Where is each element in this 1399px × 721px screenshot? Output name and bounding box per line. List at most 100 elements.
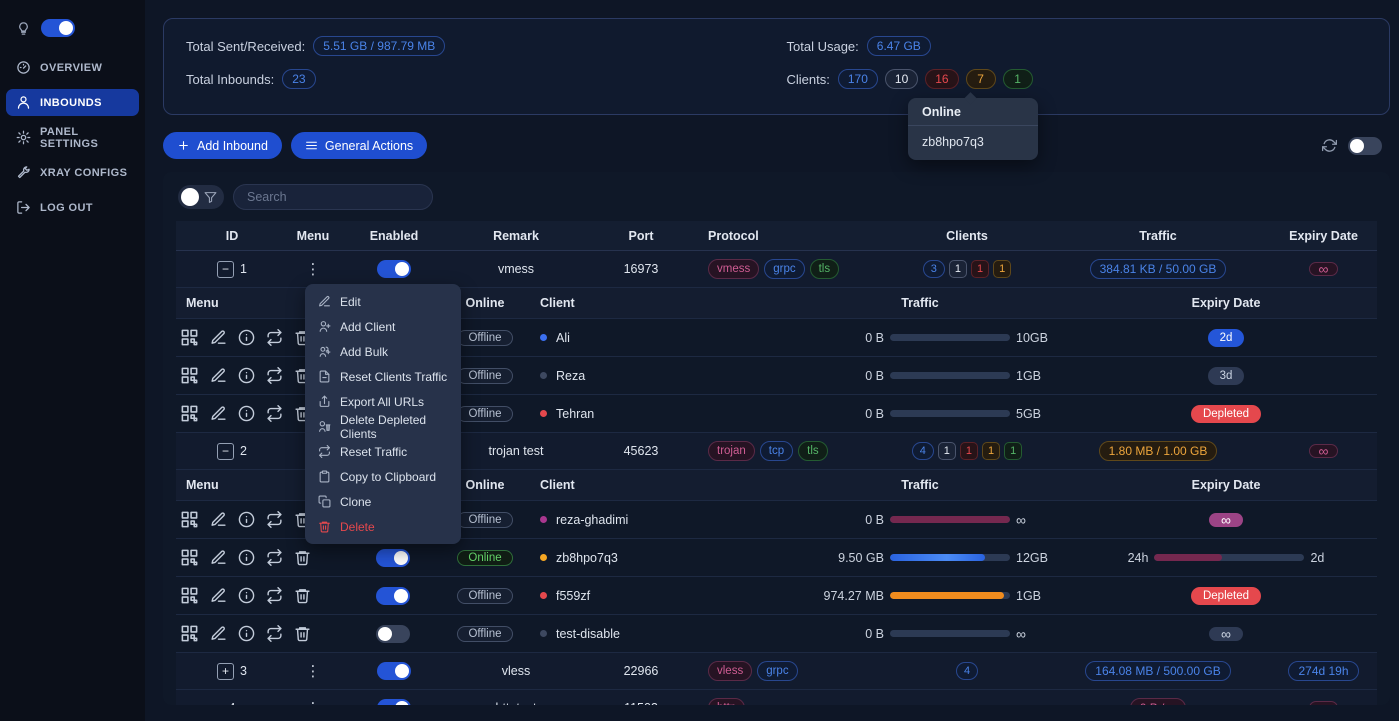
- menu-item-reset-clients-traffic[interactable]: Reset Clients Traffic: [305, 364, 461, 389]
- inbound-enabled-toggle[interactable]: [377, 260, 411, 278]
- pencil-icon[interactable]: [210, 329, 227, 346]
- search-row: [178, 184, 1377, 210]
- qr-icon[interactable]: [180, 404, 199, 423]
- info-icon[interactable]: [238, 587, 255, 604]
- qr-icon[interactable]: [180, 510, 199, 529]
- repeat-icon: [318, 445, 331, 458]
- sidebar-item-label: OVERVIEW: [40, 61, 103, 74]
- popover-title: Online: [908, 98, 1038, 126]
- client-row-reza-ghadimi: Offline reza-ghadimi 0 B ∞ ∞: [176, 501, 1377, 539]
- inbound-id: 4: [229, 701, 236, 705]
- repeat-icon[interactable]: [266, 511, 283, 528]
- theme-toggle[interactable]: [41, 19, 75, 37]
- sidebar-item-overview[interactable]: OVERVIEW: [6, 54, 139, 81]
- info-icon[interactable]: [238, 405, 255, 422]
- qr-icon[interactable]: [180, 548, 199, 567]
- client-count-badge: 1: [937, 442, 956, 460]
- repeat-icon[interactable]: [266, 329, 283, 346]
- qr-icon[interactable]: [180, 328, 199, 347]
- inbound-traffic-badge: 0 B / ∞: [1129, 698, 1187, 705]
- repeat-icon[interactable]: [266, 625, 283, 642]
- sidebar-item-panel-settings[interactable]: PANEL SETTINGS: [6, 124, 139, 151]
- pencil-icon[interactable]: [210, 587, 227, 604]
- info-icon[interactable]: [238, 625, 255, 642]
- inbound-enabled-toggle[interactable]: [377, 699, 411, 705]
- repeat-icon[interactable]: [266, 405, 283, 422]
- client-traffic: 9.50 GB 12GB: [838, 550, 1048, 565]
- inbound-id-cell: −2: [176, 442, 288, 460]
- qr-icon[interactable]: [180, 366, 199, 385]
- client-traffic: 0 B ∞: [865, 511, 1026, 528]
- client-color-dot: [540, 410, 547, 417]
- menu-item-delete[interactable]: Delete: [305, 514, 461, 539]
- client-enabled-toggle[interactable]: [375, 548, 410, 567]
- row-menu-button[interactable]: ⋮: [305, 260, 321, 278]
- auto-refresh-toggle[interactable]: [1348, 136, 1382, 155]
- pencil-icon[interactable]: [210, 367, 227, 384]
- qr-icon[interactable]: [180, 586, 199, 605]
- menu-item-clone[interactable]: Clone: [305, 489, 461, 514]
- expiry-badge: ∞: [1209, 626, 1243, 641]
- info-icon[interactable]: [238, 511, 255, 528]
- menu-item-reset-traffic[interactable]: Reset Traffic: [305, 439, 461, 464]
- client-enabled-toggle[interactable]: [375, 586, 410, 605]
- gear-icon: [16, 130, 31, 145]
- switch-knob: [395, 664, 409, 678]
- filter-toggle[interactable]: [178, 185, 224, 209]
- refresh-icon[interactable]: [1322, 138, 1337, 153]
- clients-label: Clients:: [786, 71, 830, 87]
- menu-item-add-bulk[interactable]: Add Bulk: [305, 339, 461, 364]
- pencil-icon[interactable]: [210, 511, 227, 528]
- trash-icon[interactable]: [294, 587, 311, 604]
- trash-icon: [318, 520, 331, 533]
- trash-icon[interactable]: [294, 625, 311, 642]
- menu-item-export-all-urls[interactable]: Export All URLs: [305, 389, 461, 414]
- repeat-icon[interactable]: [266, 587, 283, 604]
- repeat-icon[interactable]: [266, 549, 283, 566]
- info-icon[interactable]: [238, 329, 255, 346]
- general-actions-button[interactable]: General Actions: [290, 132, 428, 159]
- inbound-traffic-badge: 384.81 KB / 50.00 GB: [1089, 259, 1227, 279]
- switch-knob: [377, 626, 392, 641]
- funnel-icon: [204, 191, 217, 204]
- toolbar: Add Inbound General Actions: [163, 132, 1390, 159]
- row-menu-button[interactable]: ⋮: [306, 701, 321, 706]
- inbound-id-cell: 4: [176, 701, 288, 705]
- user-plus-icon: [318, 320, 331, 333]
- filter-toggle-knob: [181, 188, 199, 206]
- menu-item-label: Edit: [340, 294, 361, 309]
- online-clients-popover: Online zb8hpo7q3: [908, 92, 1038, 160]
- repeat-icon[interactable]: [266, 367, 283, 384]
- sidebar-item-xray-configs[interactable]: XRAY CONFIGS: [6, 159, 139, 186]
- pencil-icon[interactable]: [210, 405, 227, 422]
- collapse-row-button[interactable]: −: [217, 442, 235, 460]
- expiry-badge: 274d 19h: [1288, 661, 1359, 681]
- client-name: zb8hpo7q3: [556, 550, 618, 565]
- qr-icon[interactable]: [180, 624, 199, 643]
- info-icon[interactable]: [238, 549, 255, 566]
- online-status-badge: Offline: [457, 405, 513, 422]
- sidebar-item-inbounds[interactable]: INBOUNDS: [6, 89, 139, 116]
- pencil-icon[interactable]: [210, 549, 227, 566]
- menu-item-copy-to-clipboard[interactable]: Copy to Clipboard: [305, 464, 461, 489]
- info-icon[interactable]: [238, 367, 255, 384]
- sidebar-item-log-out[interactable]: LOG OUT: [6, 194, 139, 221]
- row-menu-button[interactable]: ⋮: [305, 662, 321, 680]
- expand-row-button[interactable]: +: [217, 662, 235, 680]
- inbound-enabled-toggle[interactable]: [377, 662, 411, 680]
- pencil-icon[interactable]: [210, 625, 227, 642]
- add-inbound-button[interactable]: Add Inbound: [163, 132, 282, 159]
- collapse-row-button[interactable]: −: [217, 260, 235, 278]
- menu-item-edit[interactable]: Edit: [305, 289, 461, 314]
- search-input[interactable]: [233, 184, 433, 210]
- client-count-badge: 1: [970, 260, 990, 278]
- client-count-badges: 170 10 16 7 1: [837, 69, 1033, 89]
- menu-item-delete-depleted-clients[interactable]: Delete Depleted Clients: [305, 413, 461, 441]
- pencil-icon: [318, 295, 331, 308]
- inbound-port: 11503: [582, 701, 700, 705]
- expiry-badge: 3d: [1207, 366, 1245, 385]
- trash-icon[interactable]: [294, 549, 311, 566]
- menu-item-add-client[interactable]: Add Client: [305, 314, 461, 339]
- total-usage-label: Total Usage:: [786, 38, 859, 54]
- client-enabled-toggle[interactable]: [375, 624, 410, 643]
